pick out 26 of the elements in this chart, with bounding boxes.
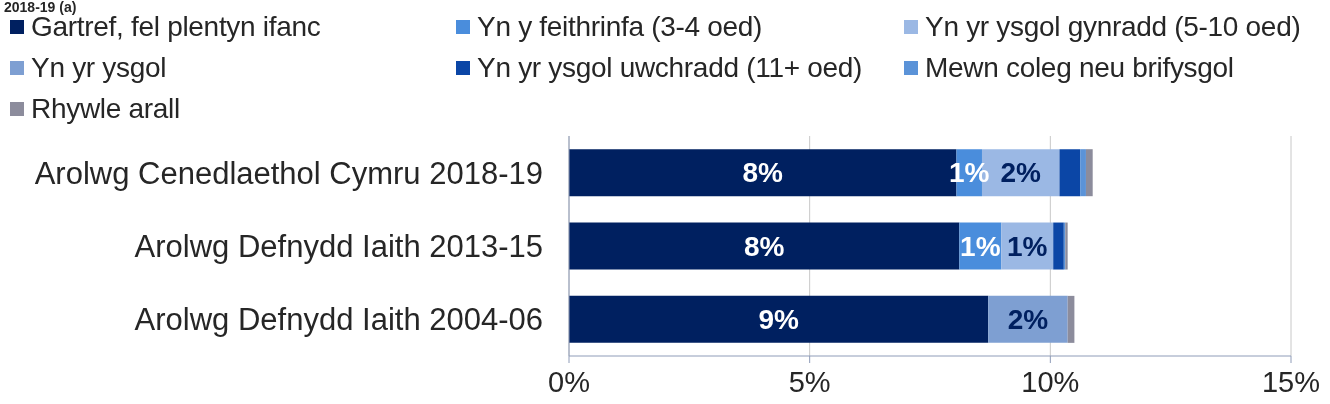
bar	[1059, 149, 1081, 197]
bar	[1085, 149, 1093, 197]
x-tick-label: 0%	[548, 365, 590, 398]
x-tick-label: 10%	[1021, 365, 1080, 398]
bar	[1080, 149, 1086, 197]
legend-label: Yn yr ysgol gynradd (5-10 oed)	[925, 10, 1301, 43]
legend-label: Yn yr ysgol uwchradd (11+ oed)	[477, 51, 863, 84]
data-label: 9%	[758, 303, 799, 335]
x-tick-label: 15%	[1261, 365, 1321, 398]
data-label: 8%	[743, 230, 785, 262]
bar	[1053, 222, 1064, 270]
y-tick-label: Arolwg Defnydd Iaith 2013-15	[134, 229, 543, 265]
bar	[569, 222, 960, 270]
data-label: 2%	[1007, 303, 1049, 335]
x-tick-label: 5%	[788, 365, 831, 398]
y-tick-label: Arolwg Defnydd Iaith 2004-06	[134, 302, 543, 338]
legend-label: Yn yr ysgol	[31, 51, 167, 84]
data-label: 1%	[1006, 230, 1048, 262]
legend-label: Mewn coleg neu brifysgol	[925, 51, 1234, 84]
data-label: 1%	[960, 230, 1001, 262]
data-label: 2%	[1000, 157, 1042, 189]
data-label: 8%	[742, 157, 784, 189]
legend-label: Rhywle arall	[31, 92, 180, 125]
bar	[569, 295, 989, 343]
legend-label: Yn y feithrinfa (3-4 oed)	[477, 10, 763, 43]
y-tick-label: Arolwg Cenedlaethol Cymru 2018-19	[34, 155, 543, 191]
